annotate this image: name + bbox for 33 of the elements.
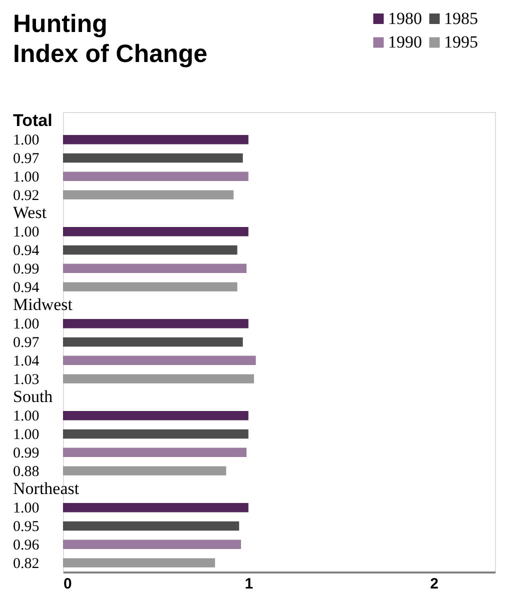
data-label: 1.00 <box>13 500 40 517</box>
data-label: 0.92 <box>13 188 40 204</box>
data-label: 1.00 <box>13 132 40 149</box>
x-tick-label: 1 <box>244 576 254 592</box>
data-label: 1.03 <box>13 372 40 388</box>
data-label: 0.99 <box>13 445 40 462</box>
data-label: 0.97 <box>13 335 40 351</box>
data-label: 0.94 <box>13 280 40 296</box>
data-label: 0.82 <box>13 556 40 572</box>
data-label: 1.00 <box>13 224 40 241</box>
data-label: 0.97 <box>13 151 40 167</box>
data-label: 1.00 <box>13 408 40 425</box>
x-tick-label: 2 <box>430 576 438 592</box>
data-label: 0.95 <box>13 519 40 535</box>
legend-label: 1980 <box>388 8 422 28</box>
y-tick-label: Northeast <box>13 479 80 498</box>
legend-label: 1990 <box>388 32 422 52</box>
data-label: 0.94 <box>13 243 40 259</box>
y-tick-label: Midwest <box>13 295 73 314</box>
legend-label: 1985 <box>444 8 478 28</box>
x-tick-label: 0 <box>64 576 72 592</box>
data-label: 1.00 <box>13 169 40 186</box>
legend-label: 1995 <box>444 32 478 52</box>
data-label: 1.04 <box>13 353 40 370</box>
data-label: 0.96 <box>13 537 40 554</box>
data-label: 1.00 <box>13 316 40 333</box>
data-label: 0.99 <box>13 261 40 278</box>
y-tick-label: West <box>13 203 47 222</box>
y-tick-label: Total <box>13 111 52 130</box>
chart-title: Hunting Index of Change <box>13 10 208 68</box>
data-label: 0.88 <box>13 464 40 480</box>
y-tick-label: South <box>13 387 54 406</box>
data-label: 1.00 <box>13 427 40 443</box>
